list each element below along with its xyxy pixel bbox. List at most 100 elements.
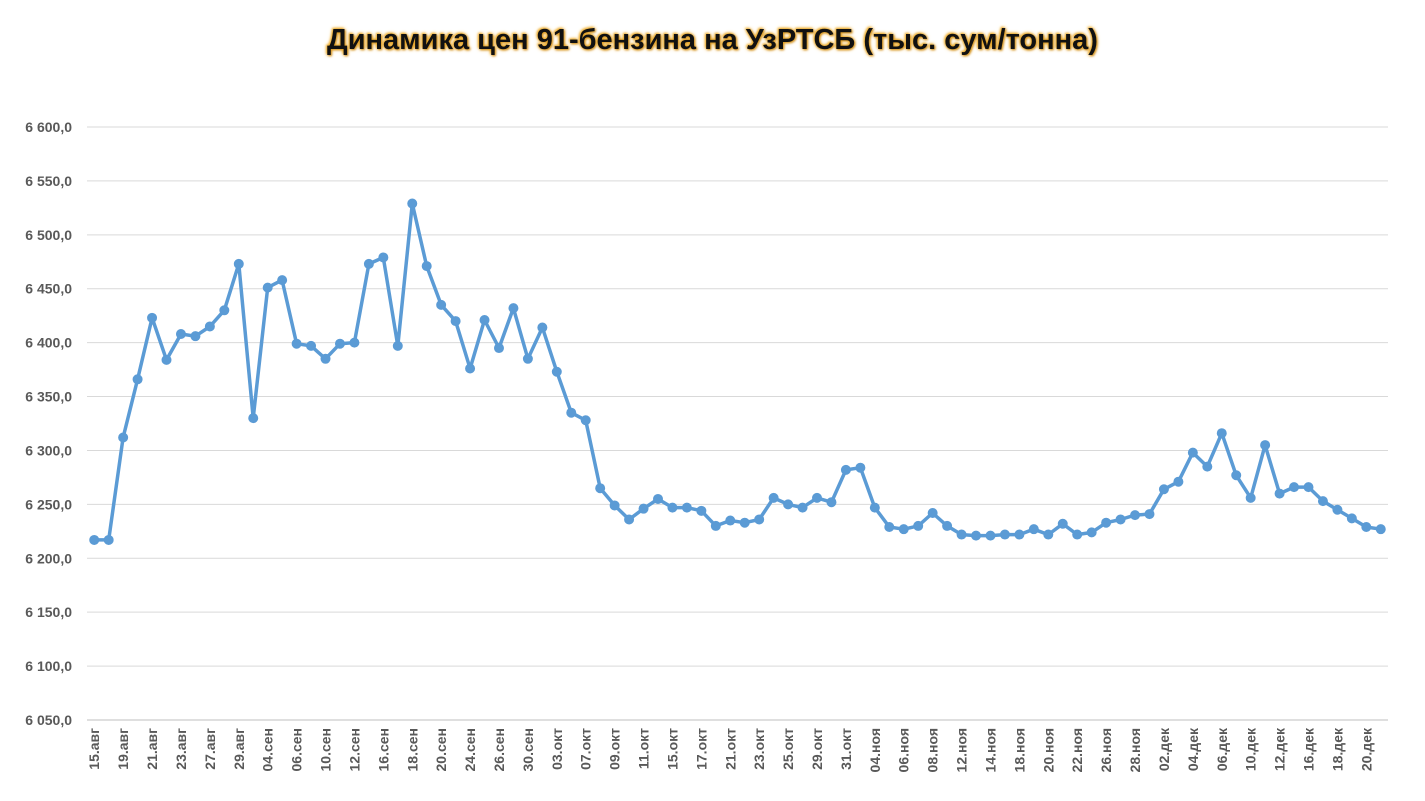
x-tick-label: 14.ноя <box>982 728 998 772</box>
data-point <box>277 275 288 286</box>
y-tick-label: 6 200,0 <box>25 550 72 566</box>
data-point <box>551 366 562 377</box>
x-tick-label: 04.дек <box>1185 727 1201 771</box>
x-tick-label: 26.ноя <box>1098 728 1114 772</box>
data-point <box>869 502 880 513</box>
y-tick-label: 6 350,0 <box>25 389 72 405</box>
x-tick-label: 03.окт <box>549 728 565 770</box>
x-tick-label: 06.сен <box>289 728 305 772</box>
data-point <box>248 413 259 424</box>
x-axis-ticks: 15.авг 19.авг 21.авг 23.авг 27.авг 29.авг 04.с… <box>86 727 1374 772</box>
data-point <box>710 520 721 531</box>
data-point <box>1231 470 1242 481</box>
data-point <box>913 520 924 531</box>
data-point <box>739 517 750 528</box>
data-point <box>407 198 418 209</box>
data-point <box>508 303 519 314</box>
data-point <box>927 507 938 518</box>
x-tick-label: 12.сен <box>346 728 362 772</box>
data-point <box>450 316 461 327</box>
x-tick-label: 07.окт <box>578 728 594 770</box>
data-point <box>985 530 996 541</box>
x-tick-label: 06.ноя <box>896 728 912 772</box>
y-tick-label: 6 450,0 <box>25 281 72 297</box>
x-tick-label: 17.окт <box>693 728 709 770</box>
data-point <box>103 534 114 545</box>
x-tick-label: 11.окт <box>636 728 652 769</box>
data-point <box>118 432 129 443</box>
x-tick-label: 28.ноя <box>1127 728 1143 772</box>
gridlines <box>87 126 1388 721</box>
data-point <box>522 353 533 364</box>
series-layer <box>89 198 1386 545</box>
y-tick-label: 6 100,0 <box>25 658 72 674</box>
x-tick-label: 20.сен <box>433 728 449 772</box>
data-point <box>190 331 201 342</box>
x-tick-label: 06.дек <box>1214 727 1230 771</box>
x-tick-label: 02.дек <box>1156 727 1172 771</box>
y-tick-label: 6 600,0 <box>25 119 72 135</box>
data-point <box>1260 440 1271 451</box>
data-point <box>1014 529 1025 540</box>
data-point <box>1303 482 1314 493</box>
x-tick-label: 26.сен <box>491 728 507 772</box>
data-point <box>334 338 345 349</box>
x-tick-label: 12.дек <box>1272 727 1288 771</box>
x-tick-label: 10.сен <box>318 728 334 772</box>
chart-title: Динамика цен 91-бензина на УзРТСБ (тыс. … <box>327 24 1098 56</box>
x-tick-label: 29.окт <box>809 728 825 770</box>
y-tick-label: 6 150,0 <box>25 604 72 620</box>
data-point <box>161 354 172 365</box>
data-point <box>1346 513 1357 524</box>
x-tick-label: 10.дек <box>1243 727 1259 771</box>
data-point <box>479 314 490 325</box>
x-tick-label: 27.авг <box>202 728 218 770</box>
data-point <box>667 502 678 513</box>
data-point <box>783 499 794 510</box>
data-point <box>1144 509 1155 520</box>
x-tick-label: 29.авг <box>231 728 247 770</box>
y-tick-label: 6 550,0 <box>25 173 72 189</box>
data-point <box>768 492 779 503</box>
data-point <box>204 321 215 332</box>
data-point <box>580 415 591 426</box>
data-point <box>971 530 982 541</box>
data-point <box>652 493 663 504</box>
data-point <box>392 340 403 351</box>
y-tick-label: 6 050,0 <box>25 712 72 728</box>
data-point <box>465 363 476 374</box>
y-tick-label: 6 250,0 <box>25 496 72 512</box>
x-tick-label: 22.ноя <box>1069 728 1085 772</box>
x-tick-label: 08.ноя <box>925 728 941 772</box>
data-point <box>1115 514 1126 525</box>
data-point <box>1130 510 1141 521</box>
x-tick-label: 19.авг <box>115 728 131 770</box>
data-point <box>812 492 823 503</box>
x-tick-label: 23.окт <box>751 728 767 770</box>
data-point <box>797 502 808 513</box>
x-tick-label: 18.ноя <box>1011 728 1027 772</box>
data-point <box>175 329 186 340</box>
y-tick-label: 6 400,0 <box>25 335 72 351</box>
data-point <box>1216 428 1227 439</box>
x-tick-label: 18.дек <box>1329 727 1345 771</box>
data-point <box>1375 524 1386 535</box>
data-point <box>1043 529 1054 540</box>
x-tick-label: 24.сен <box>462 728 478 772</box>
x-tick-label: 15.окт <box>664 728 680 770</box>
x-tick-label: 21.окт <box>722 728 738 770</box>
x-tick-label: 16.дек <box>1300 727 1316 771</box>
data-point <box>493 343 504 354</box>
data-point <box>1057 518 1068 529</box>
data-point <box>624 514 635 525</box>
data-point <box>696 505 707 516</box>
data-point <box>320 353 331 364</box>
data-point <box>1289 482 1300 493</box>
data-point <box>942 520 953 531</box>
data-point <box>262 282 273 293</box>
data-point <box>1101 517 1112 528</box>
data-point <box>638 503 649 514</box>
data-point <box>1361 522 1372 533</box>
